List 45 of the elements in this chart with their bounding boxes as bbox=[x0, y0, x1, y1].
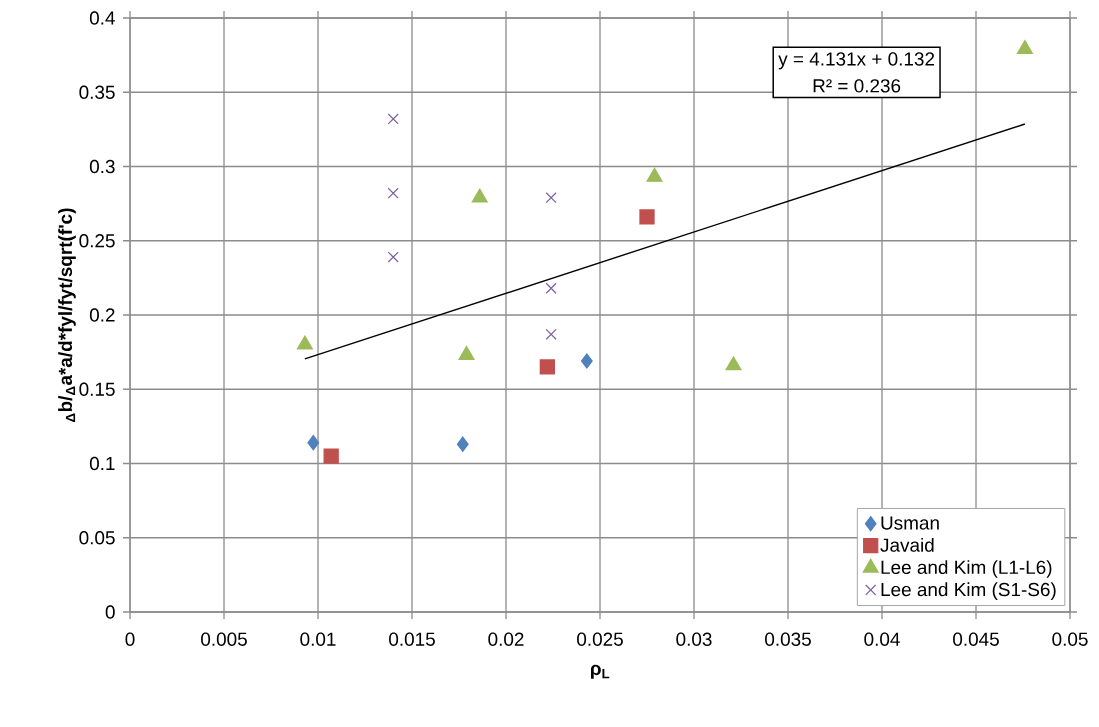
y-tick-label: 0.4 bbox=[89, 11, 115, 25]
x-tick-label: 0.01 bbox=[300, 632, 336, 646]
point bbox=[307, 435, 320, 451]
y-tick-label: 0.1 bbox=[89, 456, 115, 471]
x-tick-label: 0.02 bbox=[488, 632, 524, 646]
point bbox=[646, 167, 663, 182]
x-tick-label: 0.03 bbox=[676, 632, 712, 646]
point bbox=[471, 188, 488, 203]
y-tick-label: 0.35 bbox=[79, 85, 115, 99]
point bbox=[725, 356, 742, 371]
point bbox=[539, 359, 556, 375]
legend-label: Javaid bbox=[880, 537, 934, 552]
y-tick-label: 0.3 bbox=[89, 159, 115, 174]
point bbox=[545, 282, 557, 294]
y-tick-label: 0.15 bbox=[79, 382, 115, 396]
point bbox=[545, 192, 557, 204]
point bbox=[296, 335, 313, 350]
y-tick-label: 0.25 bbox=[79, 234, 115, 248]
y-axis-title: $_{Δ}$b/$_{Δ}$a*a/d*fyl/fyt/sqrt(f'c) bbox=[58, 208, 76, 422]
point bbox=[639, 209, 655, 225]
y-tick-label: 0.05 bbox=[79, 531, 115, 545]
point bbox=[1016, 40, 1033, 55]
annotation: y = 4.131x + 0.132 bbox=[778, 52, 935, 70]
point bbox=[387, 187, 399, 199]
x-tick-label: 0.035 bbox=[765, 632, 811, 646]
x-tick-label: 0.005 bbox=[201, 632, 247, 646]
point bbox=[580, 353, 593, 369]
x-tick-label: 0.05 bbox=[1052, 632, 1088, 646]
point bbox=[545, 328, 557, 340]
x-tick-label: 0.025 bbox=[577, 632, 623, 646]
y-tick-label: 0.2 bbox=[89, 308, 115, 322]
x-tick-label: 0 bbox=[125, 632, 135, 646]
point bbox=[323, 448, 339, 464]
point bbox=[456, 436, 469, 452]
point bbox=[387, 251, 399, 263]
x-tick-label: 0.04 bbox=[864, 632, 900, 646]
point bbox=[387, 113, 399, 125]
legend-label: Usman bbox=[881, 516, 939, 530]
x-tick-label: 0.015 bbox=[389, 632, 435, 646]
legend-label: Lee and Kim (L1-L6) bbox=[881, 560, 1052, 578]
y-tick-label: 0 bbox=[105, 605, 115, 619]
x-tick-label: 0.045 bbox=[953, 632, 999, 646]
x-axis-title: ρ$_{L}$ bbox=[590, 664, 610, 679]
annotation: R² = 0.236 bbox=[813, 79, 901, 93]
legend-label: Lee and Kim (S1-S6) bbox=[881, 582, 1056, 600]
